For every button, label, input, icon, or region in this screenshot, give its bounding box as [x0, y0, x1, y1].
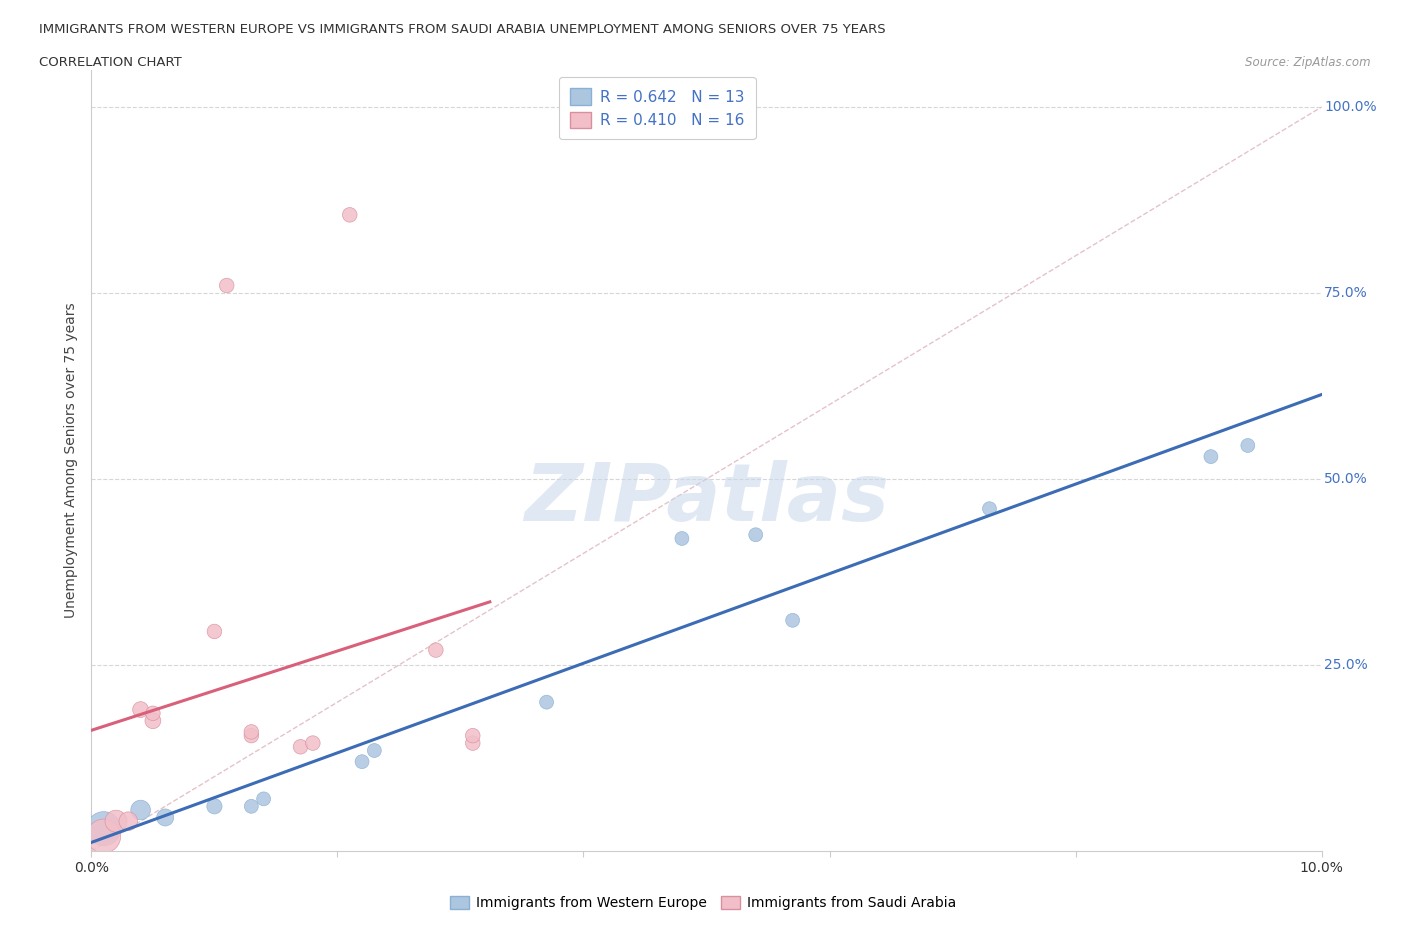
Text: 50.0%: 50.0% — [1324, 472, 1368, 486]
Point — [290, 739, 312, 754]
Text: CORRELATION CHART: CORRELATION CHART — [39, 56, 183, 69]
Point — [979, 501, 1001, 516]
Text: 75.0%: 75.0% — [1324, 286, 1368, 300]
Point — [153, 810, 177, 825]
Text: ZIPatlas: ZIPatlas — [524, 460, 889, 538]
Point — [93, 821, 115, 836]
Point — [745, 527, 768, 542]
Point — [129, 702, 152, 717]
Text: IMMIGRANTS FROM WESTERN EUROPE VS IMMIGRANTS FROM SAUDI ARABIA UNEMPLOYMENT AMON: IMMIGRANTS FROM WESTERN EUROPE VS IMMIGR… — [39, 23, 886, 36]
Y-axis label: Unemployment Among Seniors over 75 years: Unemployment Among Seniors over 75 years — [65, 302, 79, 618]
Point — [1199, 449, 1222, 464]
Point — [117, 814, 139, 829]
Text: 100.0%: 100.0% — [1324, 100, 1376, 114]
Point — [142, 706, 165, 721]
Point — [339, 207, 361, 222]
Point — [671, 531, 693, 546]
Point — [461, 728, 484, 743]
Point — [350, 754, 373, 769]
Point — [301, 736, 323, 751]
Point — [215, 278, 238, 293]
Text: 25.0%: 25.0% — [1324, 658, 1368, 672]
Point — [142, 713, 165, 728]
Legend: R = 0.642   N = 13, R = 0.410   N = 16: R = 0.642 N = 13, R = 0.410 N = 16 — [560, 77, 755, 139]
Point — [536, 695, 558, 710]
Point — [105, 814, 127, 829]
Point — [363, 743, 385, 758]
Point — [782, 613, 804, 628]
Legend: Immigrants from Western Europe, Immigrants from Saudi Arabia: Immigrants from Western Europe, Immigran… — [444, 890, 962, 916]
Point — [202, 624, 225, 639]
Point — [425, 643, 447, 658]
Point — [240, 724, 263, 739]
Point — [240, 799, 263, 814]
Point — [240, 728, 263, 743]
Point — [461, 736, 484, 751]
Text: Source: ZipAtlas.com: Source: ZipAtlas.com — [1246, 56, 1371, 69]
Point — [129, 803, 152, 817]
Point — [93, 829, 115, 844]
Point — [253, 791, 276, 806]
Point — [1237, 438, 1260, 453]
Point — [202, 799, 225, 814]
